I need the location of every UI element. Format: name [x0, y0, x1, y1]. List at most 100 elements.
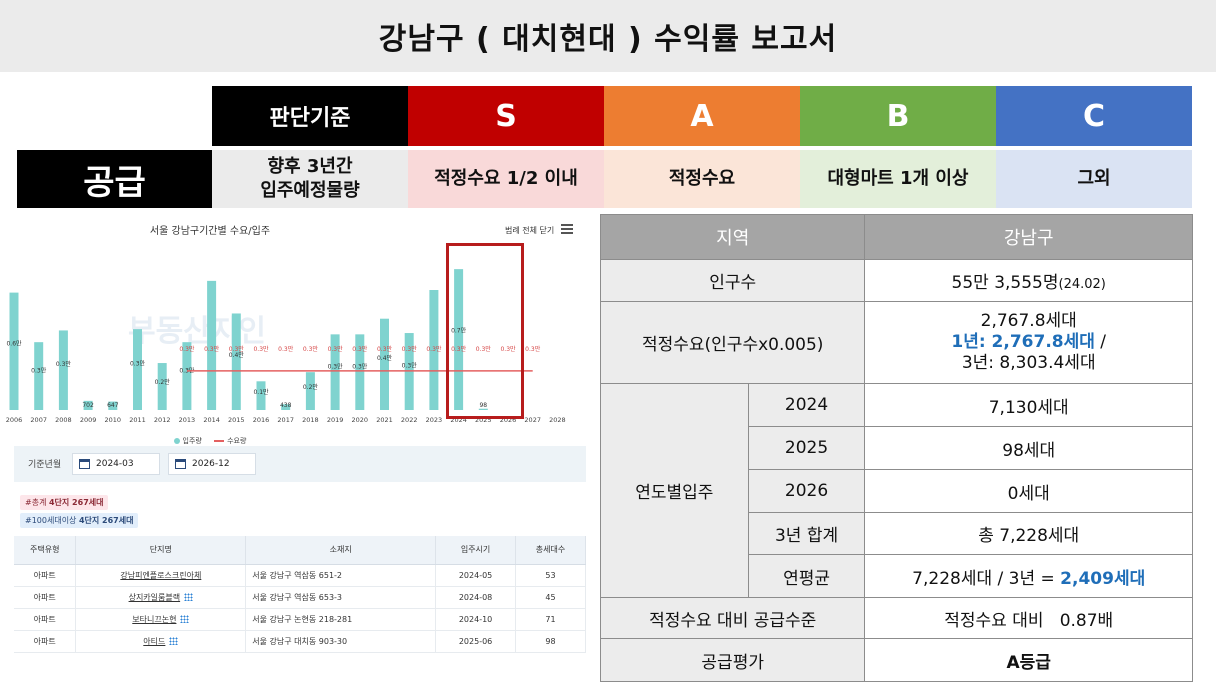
- x-tick-label: 2027: [524, 416, 541, 424]
- legend-close-button[interactable]: 범례 전체 닫기: [505, 226, 555, 235]
- demand-data-label: 0.3만: [253, 345, 269, 353]
- complex-name-link[interactable]: 상지카일룸블랙: [128, 592, 181, 602]
- x-tick-label: 2007: [30, 416, 47, 424]
- supply-basis-line2: 입주예정물량: [260, 180, 360, 201]
- demand-line2: 1년: 2,767.8세대 /: [869, 332, 1188, 353]
- bar-data-label: 0.3만: [402, 362, 418, 370]
- year-total-value: 총 7,228세대: [864, 512, 1193, 555]
- complex-name-link[interactable]: 보타니끄논현: [132, 614, 177, 624]
- demand-cell: 2,767.8세대 1년: 2,767.8세대 / 3년: 8,303.4세대: [864, 301, 1193, 384]
- cell-address: 서울 강남구 역삼동 653-3: [245, 586, 437, 609]
- tag-total-value: 4단지 267세대: [48, 498, 104, 507]
- date-from-input[interactable]: 2024-03: [72, 453, 160, 475]
- complex-name-link[interactable]: 강남피엔플로스크린아체: [120, 570, 202, 580]
- supply-basis-line1: 향후 3년간: [267, 155, 353, 177]
- demand-data-label: 0.3만: [229, 345, 245, 353]
- grade-b-desc-text: 대형마트 1개 이상: [827, 167, 969, 189]
- supply-row-text: 공급: [83, 162, 146, 203]
- x-tick-label: 2010: [105, 416, 122, 424]
- year-2026-value: 0세대: [864, 469, 1193, 513]
- x-tick-label: 2014: [203, 416, 220, 424]
- x-tick-label: 2012: [154, 416, 171, 424]
- grid-icon[interactable]: [180, 615, 190, 623]
- cell-complex-name[interactable]: 상지카일룸블랙: [75, 586, 247, 609]
- demand-line3: 3년: 8,303.4세대: [961, 353, 1096, 374]
- yearly-row-total: 3년 합계 총 7,228세대: [601, 512, 1193, 555]
- legend-demand-label[interactable]: 수요량: [227, 437, 247, 445]
- grade-s-desc-text: 적정수요 1/2 이내: [434, 167, 578, 189]
- date-to-value: 2026-12: [192, 459, 230, 469]
- filter-label: 기준년월: [28, 460, 62, 470]
- bar-data-label: 0.3만: [130, 360, 146, 368]
- x-tick-label: 2021: [376, 416, 393, 424]
- x-tick-label: 2023: [426, 416, 443, 424]
- cell-households: 45: [515, 586, 586, 609]
- population-value: 55만 3,555명: [951, 273, 1059, 293]
- complex-name-link[interactable]: 아티드: [143, 636, 166, 646]
- table-row: 아파트 상지카일룸블랙 서울 강남구 역삼동 653-3 2024-08 45: [14, 586, 586, 609]
- legend-supply-label[interactable]: 입주량: [182, 437, 202, 445]
- watermark-text: 부동산지인: [128, 314, 266, 349]
- col-header-address[interactable]: 소재지: [245, 536, 437, 565]
- table-header-row: 주택유형 단지명 소재지 입주시기 총세대수: [14, 536, 586, 565]
- grade-c-desc: 그외: [996, 150, 1192, 208]
- date-to-input[interactable]: 2026-12: [168, 453, 256, 475]
- grade-a-header: A: [604, 86, 800, 146]
- demand-data-label: 0.3만: [402, 345, 418, 353]
- cell-type: 아파트: [14, 564, 77, 587]
- demand-data-label: 0.3만: [451, 345, 467, 353]
- chart-bar: [454, 269, 464, 410]
- tag-100-prefix: #100세대이상: [25, 516, 77, 525]
- grade-s-label: S: [495, 98, 517, 134]
- population-row: 인구수 55만 3,555명(24.02): [599, 259, 1193, 302]
- demand-data-label: 0.3만: [377, 345, 393, 353]
- chart-bar: [133, 329, 142, 410]
- chart-bar: [281, 404, 291, 410]
- head-region: 지역: [599, 214, 866, 260]
- highlight-box: [446, 243, 524, 419]
- grade-b-label: B: [886, 98, 910, 134]
- supply-basis: 향후 3년간 입주예정물량: [212, 150, 408, 208]
- chart-bar: [380, 318, 389, 410]
- cell-households: 71: [515, 608, 586, 631]
- grid-icon[interactable]: [169, 637, 179, 645]
- x-tick-label: 2024: [450, 416, 467, 424]
- x-tick-label: 2025: [475, 416, 492, 424]
- summary-head-row: 지역 강남구: [599, 214, 1193, 260]
- col-header-households[interactable]: 총세대수: [515, 536, 586, 565]
- x-tick-label: 2015: [228, 416, 245, 424]
- avg-label: 연평균: [747, 554, 866, 598]
- x-tick-label: 2022: [401, 416, 418, 424]
- col-header-type[interactable]: 주택유형: [14, 536, 77, 565]
- col-header-name[interactable]: 단지명: [75, 536, 247, 565]
- chart-bar: [58, 330, 68, 410]
- bar-data-label: 0.7만: [451, 327, 467, 335]
- year-2025-label: 2025: [747, 426, 866, 470]
- demand-1yr: 1년: 2,767.8세대: [951, 331, 1095, 352]
- cell-type: 아파트: [14, 630, 77, 653]
- demand-sep: /: [1094, 331, 1107, 352]
- cell-complex-name[interactable]: 강남피엔플로스크린아체: [75, 564, 247, 587]
- grade-b-header: B: [800, 86, 996, 146]
- chart-bar: [478, 408, 488, 410]
- chart-bar: [182, 342, 192, 410]
- bar-data-label: 0.2만: [155, 378, 171, 386]
- year-2025-value: 98세대: [864, 426, 1193, 470]
- tag-100-plus: #100세대이상 4단지 267세대: [20, 513, 139, 528]
- col-header-move-in[interactable]: 입주시기: [435, 536, 517, 565]
- cell-complex-name[interactable]: 보타니끄논현: [75, 608, 247, 631]
- grid-icon[interactable]: [184, 593, 194, 601]
- bar-data-label: 0.4만: [229, 351, 245, 359]
- calendar-icon: [175, 459, 186, 469]
- grade-c-label: C: [1082, 98, 1106, 134]
- yearly-row-2025: 2025 98세대: [601, 426, 1193, 470]
- cell-move-in: 2025-06: [435, 630, 517, 653]
- cell-move-in: 2024-10: [435, 608, 517, 631]
- cell-complex-name[interactable]: 아티드: [75, 630, 247, 653]
- supply-row-label: 공급: [17, 150, 212, 208]
- bar-data-label: 0.4만: [377, 354, 393, 362]
- demand-label: 적정수요(인구수x0.005): [599, 301, 866, 384]
- complex-table: 주택유형 단지명 소재지 입주시기 총세대수 아파트 강남피엔플로스크린아체 서…: [14, 536, 586, 653]
- yearly-row-2024: 연도별입주 2024 7,130세대: [600, 383, 1193, 598]
- hamburger-menu-icon[interactable]: [561, 224, 573, 234]
